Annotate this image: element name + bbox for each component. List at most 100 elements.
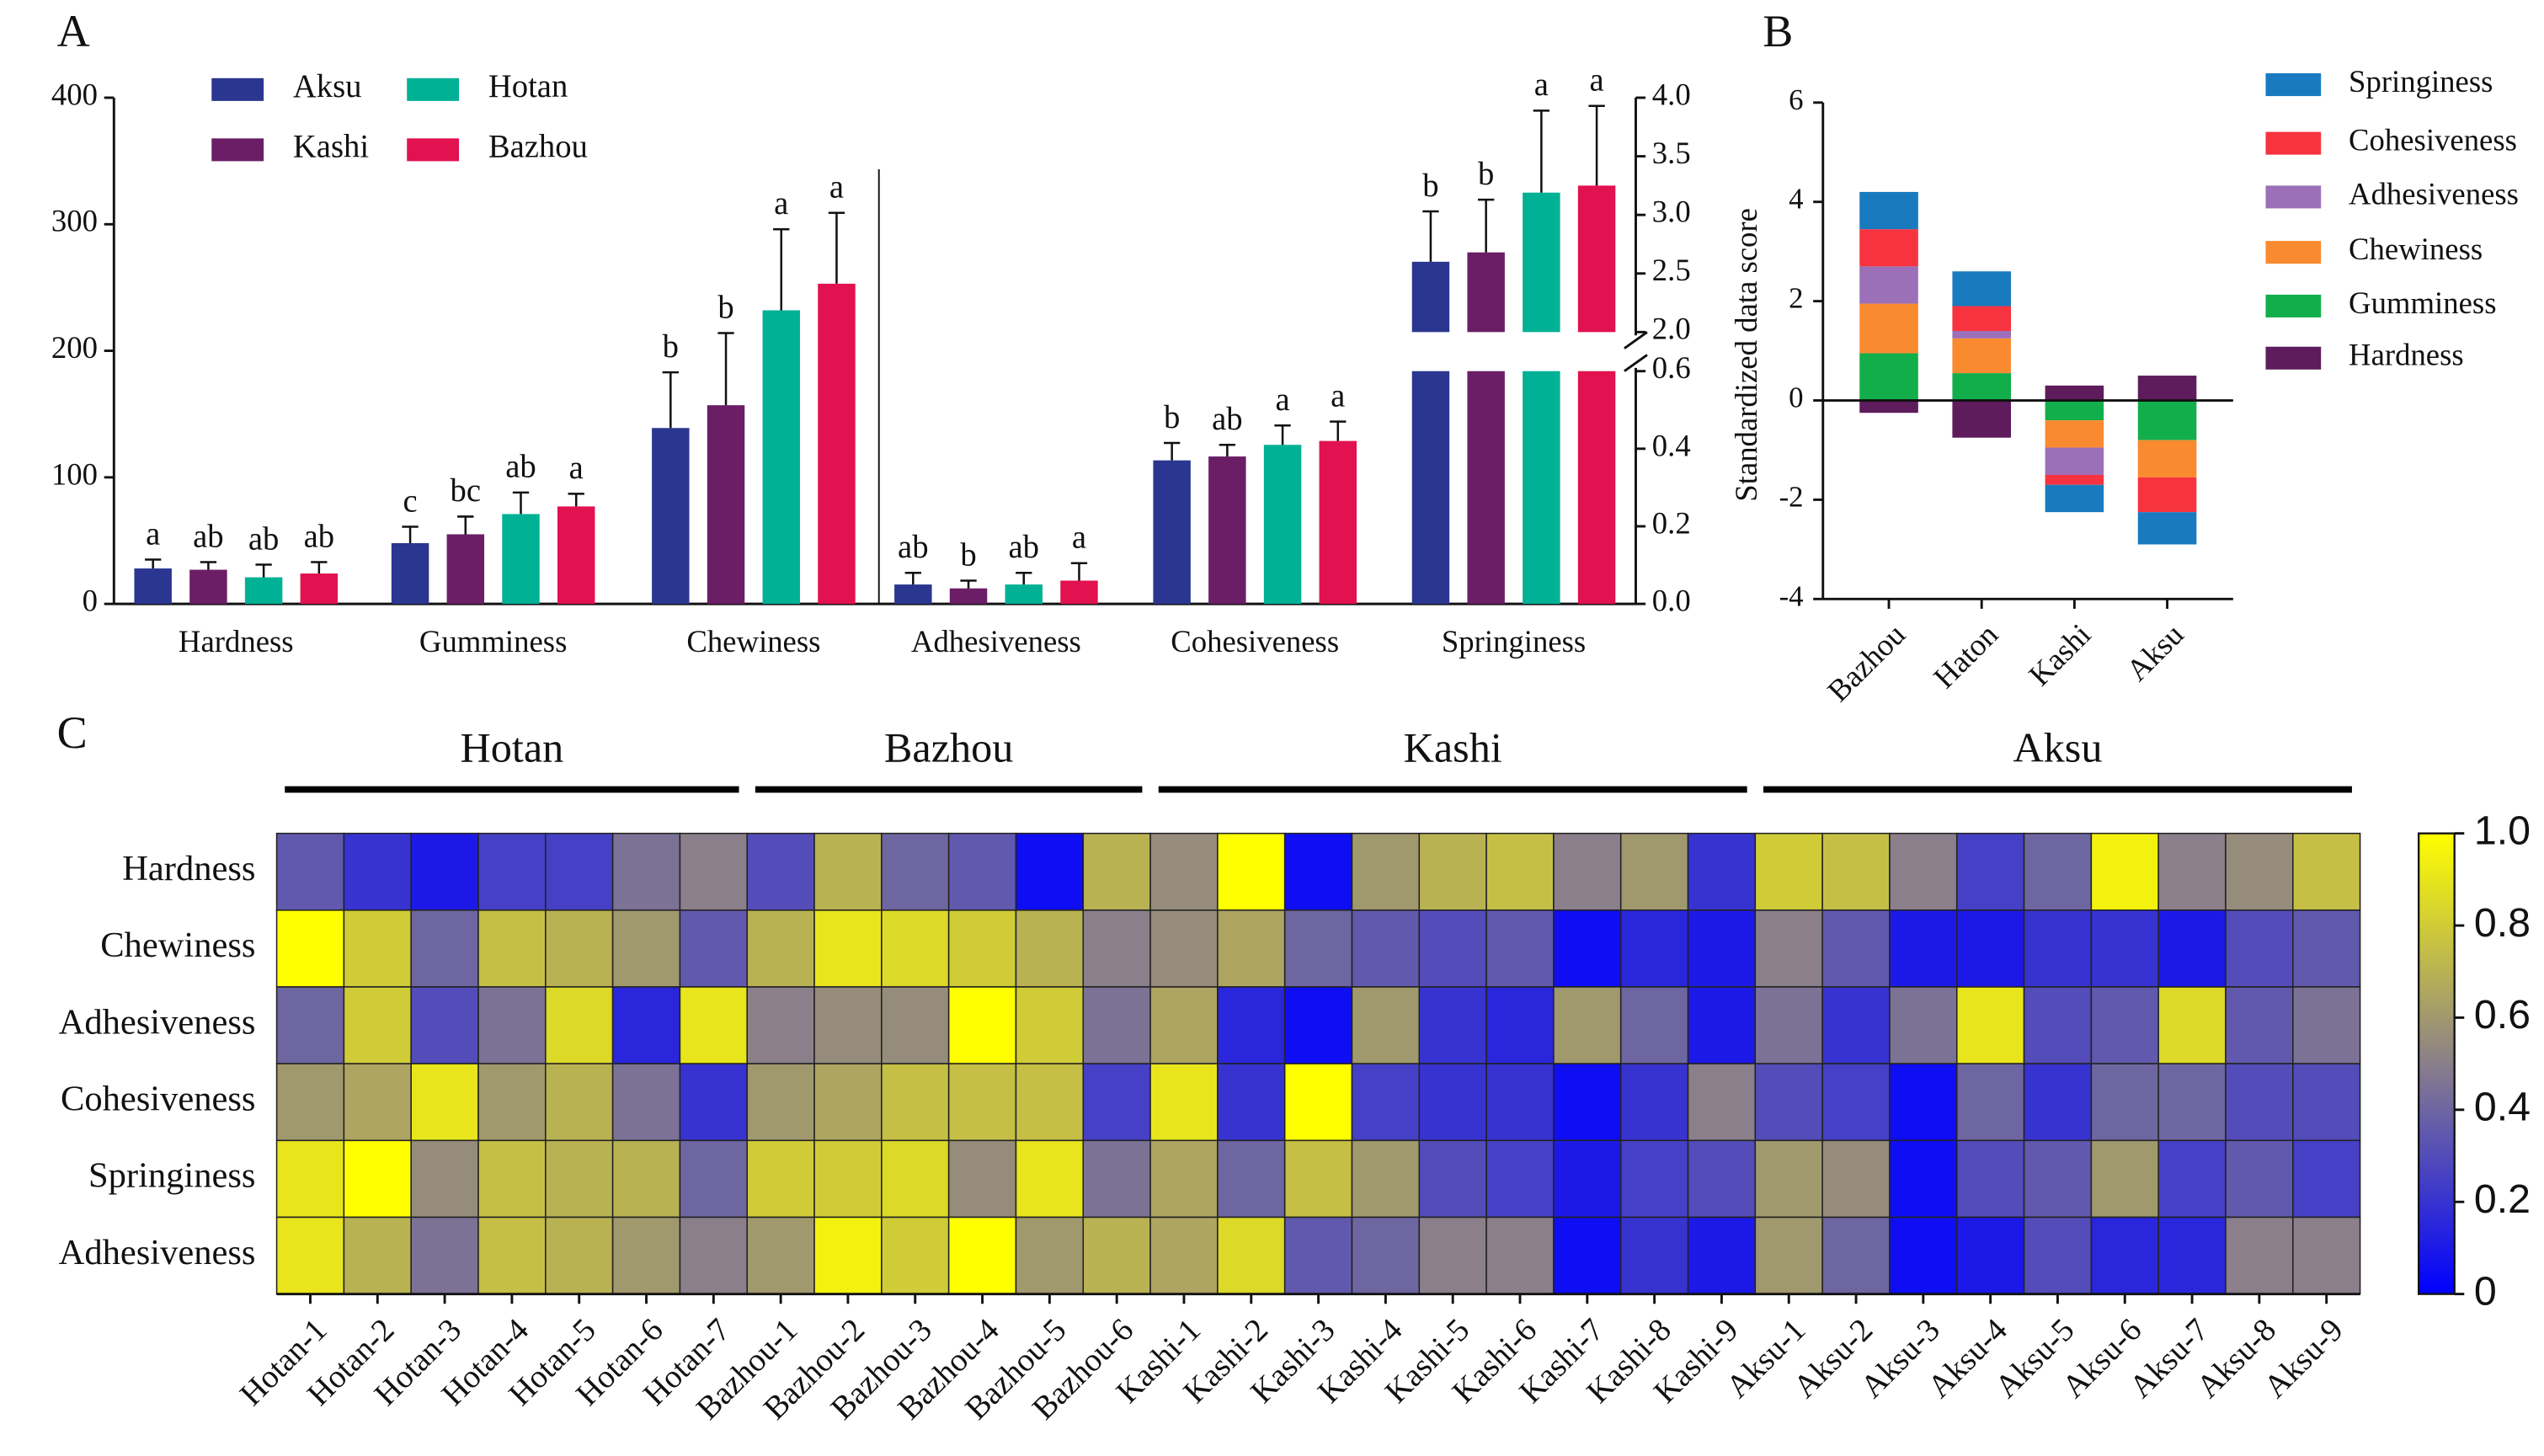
heatmap-cell (2225, 1063, 2294, 1142)
axis-break (1624, 354, 1648, 372)
heatmap-cell (343, 1139, 412, 1219)
colorbar-tick-label: 0.6 (2474, 992, 2531, 1037)
bar-segment (1859, 303, 1918, 354)
heatmap-cell (611, 986, 681, 1064)
heatmap-cell (947, 832, 1017, 911)
error-bar (1016, 572, 1032, 585)
significance-letter: b (1422, 168, 1438, 204)
heatmap-cell (1553, 1063, 1622, 1142)
heatmap-cell (2225, 909, 2294, 988)
error-bar (200, 561, 217, 570)
group-label: Aksu (2013, 724, 2102, 771)
row-label: Springiness (88, 1156, 255, 1196)
y-axis-label: Standardized data score (1729, 208, 1763, 502)
heatmap-cell (1149, 986, 1219, 1064)
heatmap-cell (1217, 832, 1286, 911)
colorbar (2418, 832, 2456, 1295)
heatmap-cell (1283, 1139, 1353, 1219)
heatmap-cell (679, 1063, 749, 1142)
heatmap-cell (1553, 832, 1622, 911)
bar-segment (1952, 400, 2012, 438)
error-bar (402, 525, 419, 543)
row-label: Adhesiveness (59, 1233, 256, 1272)
error-bar (773, 228, 790, 311)
heatmap-cell (1351, 909, 1421, 988)
panel-label: B (1763, 6, 1793, 56)
heatmap-cell (2023, 1216, 2093, 1295)
y2-tick-label: 0.6 (1652, 350, 1691, 385)
heatmap-cell (343, 1216, 412, 1295)
x-tick-label: Springiness (1442, 624, 1586, 659)
heatmap-cell (2225, 832, 2294, 911)
heatmap-cell (1149, 1139, 1219, 1219)
heatmap-cell (1889, 832, 1958, 911)
legend-swatch (2265, 131, 2322, 155)
error-bar (1422, 210, 1439, 262)
heatmap-cell (611, 1139, 681, 1219)
heatmap-cell (947, 1139, 1017, 1219)
significance-letter: a (1590, 63, 1604, 99)
heatmap-cell (343, 832, 412, 911)
legend-swatch (2265, 73, 2322, 97)
error-bar (255, 563, 272, 578)
heatmap-cell (1418, 909, 1487, 988)
legend-swatch (2265, 294, 2322, 317)
group-label: Kashi (1404, 724, 1502, 771)
panel-label: A (57, 6, 90, 56)
axis-break (1624, 331, 1648, 349)
row-label: Adhesiveness (59, 1002, 256, 1042)
significance-letter: b (1478, 157, 1494, 192)
heatmap-cell (947, 909, 1017, 988)
heatmap-cell (1754, 832, 1823, 911)
heatmap-cell (545, 1063, 614, 1142)
bar (1467, 371, 1505, 605)
heatmap-cell (1889, 1139, 1958, 1219)
heatmap-cell (275, 832, 345, 911)
heatmap-cell (1418, 832, 1487, 911)
bar-segment (2045, 447, 2104, 475)
significance-letter: a (146, 516, 160, 552)
bar (300, 573, 339, 605)
bar-segment (2137, 376, 2197, 401)
legend-swatch (211, 77, 264, 101)
heatmap-cell (1283, 909, 1353, 988)
error-bar (828, 211, 845, 284)
heatmap-cell (1955, 909, 2025, 988)
heatmap-cell (1553, 1216, 1622, 1295)
heatmap-cell (1283, 1216, 1353, 1295)
bar (1153, 460, 1191, 605)
heatmap-cell (1217, 1063, 1286, 1142)
legend-swatch (2265, 346, 2322, 370)
heatmap-cell (1553, 1139, 1622, 1219)
legend-label: Kashi (293, 130, 369, 165)
error-bar (145, 558, 162, 569)
x-tick-label: Kashi (2022, 617, 2098, 693)
heatmap-cell (2292, 909, 2361, 988)
x-tick-label: Bazhou (1821, 617, 1912, 708)
significance-letter: ab (193, 519, 223, 554)
heatmap-cell (1283, 1063, 1353, 1142)
significance-letter: a (1072, 520, 1086, 556)
heatmap-cell (813, 832, 883, 911)
heatmap-cell (545, 909, 614, 988)
heatmap-cell (1351, 986, 1421, 1064)
heatmap-cell (1687, 1139, 1757, 1219)
bar (1523, 371, 1560, 605)
row-label: Chewiness (100, 925, 255, 965)
heatmap-cell (1015, 832, 1085, 911)
heatmap-cell (2157, 909, 2227, 988)
legend-label: Cohesiveness (2349, 123, 2517, 157)
heatmap-cell (1283, 832, 1353, 911)
error-bar (1588, 104, 1605, 186)
error-bar (1163, 441, 1181, 461)
bar (1411, 371, 1450, 605)
heatmap-cell (1955, 832, 2025, 911)
heatmap-cell (275, 1139, 345, 1219)
bar (134, 568, 172, 605)
group-label: Bazhou (884, 724, 1013, 771)
heatmap-cell (1821, 986, 1891, 1064)
heatmap-cell (2157, 1216, 2227, 1295)
heatmap-cell (1754, 1216, 1823, 1295)
legend-label: Bazhou (488, 130, 588, 165)
legend-label: Springiness (2349, 64, 2493, 99)
